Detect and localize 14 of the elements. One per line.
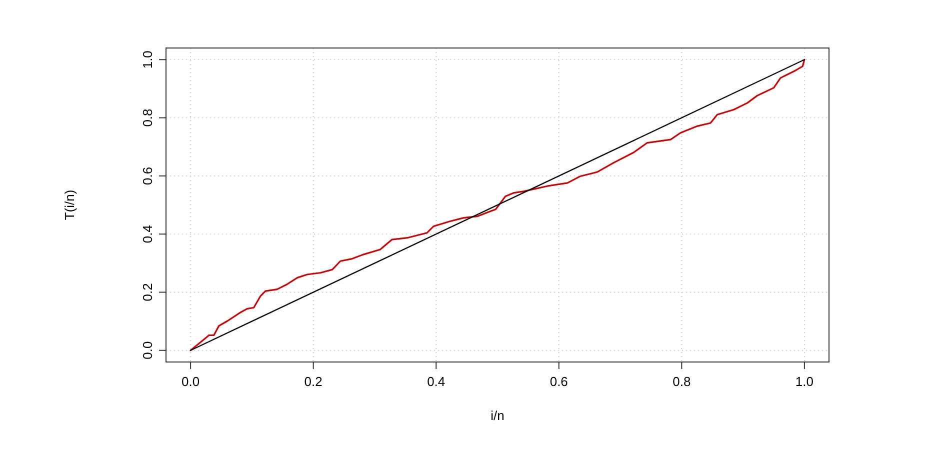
x-axis-title: i/n — [490, 408, 504, 423]
x-tick-label: 0.6 — [550, 374, 568, 389]
y-tick-label: 0.6 — [140, 166, 155, 185]
y-tick-label: 0.8 — [140, 108, 155, 127]
x-tick-label: 0.2 — [304, 374, 322, 389]
x-tick-label: 1.0 — [795, 374, 814, 389]
y-tick-label: 0.2 — [140, 283, 155, 302]
y-tick-label: 1.0 — [140, 50, 155, 69]
x-tick-label: 0.4 — [427, 374, 446, 389]
x-tick-label: 0.0 — [182, 374, 200, 389]
y-axis-title: T(i/n) — [62, 190, 77, 220]
x-tick-label: 0.8 — [672, 374, 691, 389]
y-tick-label: 0.0 — [140, 341, 155, 360]
y-tick-label: 0.4 — [140, 225, 155, 244]
